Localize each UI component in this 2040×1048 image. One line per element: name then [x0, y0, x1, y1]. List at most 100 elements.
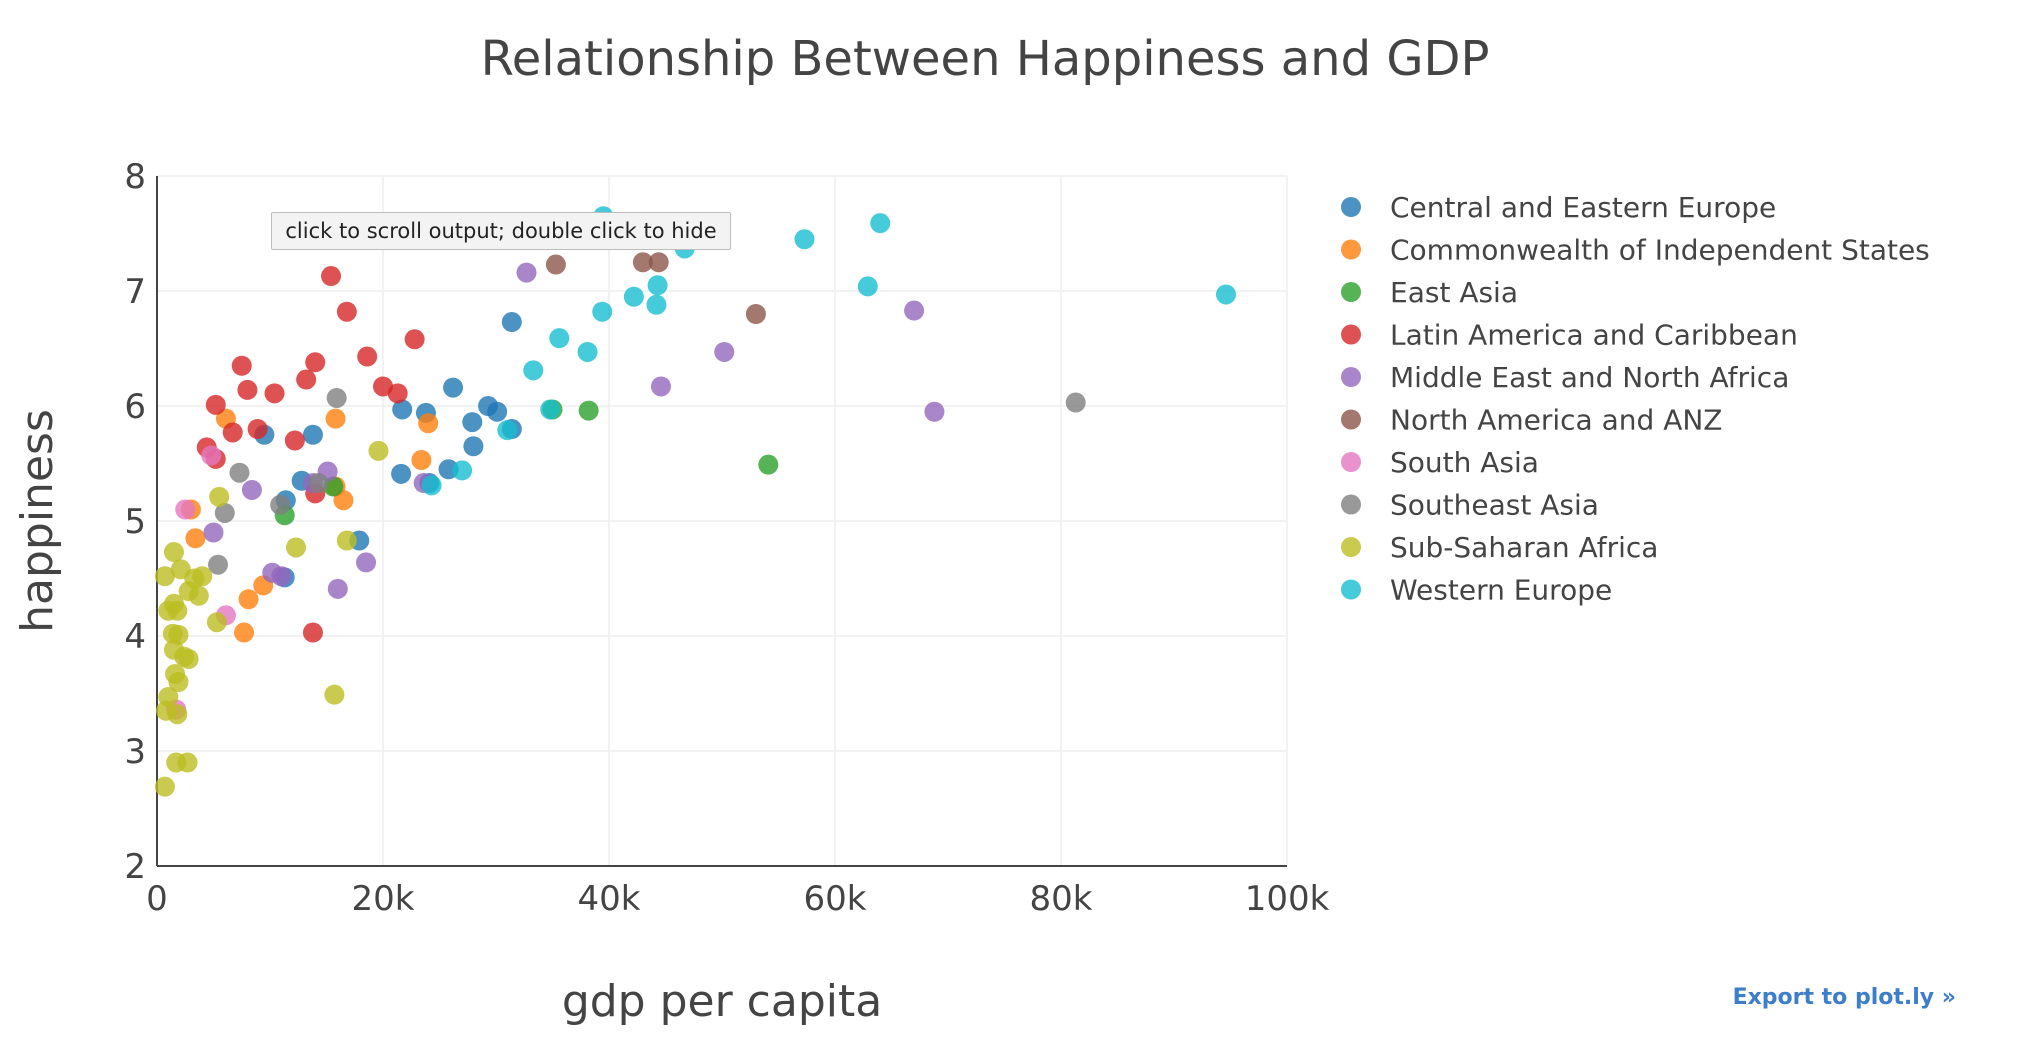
data-point[interactable]: [578, 400, 599, 421]
data-point[interactable]: [392, 399, 413, 420]
legend-label[interactable]: Commonwealth of Independent States: [1390, 234, 1930, 267]
legend-label[interactable]: Middle East and North Africa: [1390, 361, 1789, 394]
data-point[interactable]: [238, 589, 259, 610]
data-point[interactable]: [758, 454, 779, 475]
data-point[interactable]: [745, 304, 766, 324]
legend-label[interactable]: Latin America and Caribbean: [1390, 319, 1798, 352]
legend-marker[interactable]: [1341, 324, 1361, 345]
data-point[interactable]: [178, 581, 199, 602]
legend-marker[interactable]: [1341, 409, 1361, 430]
data-point[interactable]: [302, 622, 323, 643]
data-point[interactable]: [904, 300, 925, 321]
data-point[interactable]: [368, 440, 389, 461]
data-point[interactable]: [326, 387, 347, 408]
data-point[interactable]: [632, 252, 653, 273]
data-point[interactable]: [857, 276, 878, 297]
data-point[interactable]: [177, 752, 198, 773]
data-point[interactable]: [192, 566, 213, 587]
legend-marker[interactable]: [1341, 239, 1361, 260]
data-point[interactable]: [623, 286, 644, 307]
data-point[interactable]: [870, 213, 891, 234]
legend-label[interactable]: Central and Eastern Europe: [1390, 191, 1776, 224]
data-point[interactable]: [545, 254, 566, 275]
data-point[interactable]: [411, 450, 432, 471]
data-point[interactable]: [336, 530, 357, 551]
data-point[interactable]: [308, 473, 329, 494]
data-point[interactable]: [577, 341, 598, 362]
data-point[interactable]: [206, 612, 227, 633]
data-point[interactable]: [650, 376, 671, 397]
data-point[interactable]: [647, 275, 668, 296]
legend-label[interactable]: South Asia: [1390, 446, 1539, 479]
data-point[interactable]: [296, 369, 317, 390]
data-point[interactable]: [452, 460, 473, 481]
data-point[interactable]: [336, 301, 357, 322]
data-point[interactable]: [178, 649, 199, 669]
legend-marker[interactable]: [1341, 494, 1361, 515]
data-point[interactable]: [327, 578, 348, 599]
data-point[interactable]: [231, 355, 252, 376]
data-point[interactable]: [421, 475, 442, 496]
data-point[interactable]: [203, 522, 224, 543]
data-point[interactable]: [463, 436, 484, 457]
data-point[interactable]: [325, 408, 346, 429]
data-point[interactable]: [154, 776, 175, 797]
data-point[interactable]: [270, 494, 291, 515]
data-point[interactable]: [205, 394, 226, 415]
data-point[interactable]: [284, 430, 305, 451]
data-point[interactable]: [924, 401, 945, 422]
data-point[interactable]: [163, 542, 184, 563]
legend-label[interactable]: Sub-Saharan Africa: [1390, 531, 1658, 564]
data-point[interactable]: [487, 401, 508, 422]
data-point[interactable]: [387, 383, 408, 404]
data-point[interactable]: [247, 419, 268, 439]
data-points[interactable]: [154, 206, 1236, 797]
legend-label[interactable]: Western Europe: [1390, 574, 1612, 607]
data-point[interactable]: [201, 445, 222, 466]
data-point[interactable]: [285, 537, 306, 558]
data-point[interactable]: [214, 502, 235, 523]
data-point[interactable]: [333, 490, 354, 511]
data-point[interactable]: [356, 552, 377, 573]
export-to-plotly-link[interactable]: Export to plot.ly »: [1732, 985, 1956, 1010]
data-point[interactable]: [443, 377, 464, 398]
data-point[interactable]: [234, 622, 255, 643]
data-point[interactable]: [1065, 392, 1086, 413]
legend-marker[interactable]: [1341, 197, 1361, 217]
data-point[interactable]: [540, 399, 561, 420]
data-point[interactable]: [229, 462, 250, 483]
legend-marker[interactable]: [1341, 452, 1361, 472]
legend-label[interactable]: North America and ANZ: [1390, 404, 1722, 437]
scroll-output-tooltip[interactable]: click to scroll output; double click to …: [271, 212, 731, 250]
data-point[interactable]: [462, 412, 483, 433]
legend[interactable]: Central and Eastern Europe Commonwealth o…: [1341, 191, 1930, 607]
data-point[interactable]: [321, 266, 342, 287]
data-point[interactable]: [497, 420, 518, 441]
data-point[interactable]: [418, 413, 439, 434]
data-point[interactable]: [241, 479, 262, 500]
data-point[interactable]: [305, 352, 326, 373]
data-point[interactable]: [357, 346, 378, 367]
legend-marker[interactable]: [1341, 282, 1361, 302]
legend-label[interactable]: Southeast Asia: [1390, 489, 1599, 522]
data-point[interactable]: [391, 463, 412, 484]
legend-marker[interactable]: [1341, 579, 1361, 600]
data-point[interactable]: [167, 600, 188, 621]
data-point[interactable]: [1215, 284, 1236, 305]
data-point[interactable]: [185, 528, 206, 549]
data-point[interactable]: [646, 294, 667, 315]
data-point[interactable]: [404, 329, 425, 350]
data-point[interactable]: [549, 328, 570, 349]
data-point[interactable]: [501, 312, 522, 333]
data-point[interactable]: [208, 554, 229, 575]
data-point[interactable]: [154, 566, 175, 587]
data-point[interactable]: [264, 383, 285, 404]
data-point[interactable]: [209, 486, 230, 507]
legend-marker[interactable]: [1341, 367, 1361, 387]
data-point[interactable]: [167, 704, 188, 725]
legend-marker[interactable]: [1341, 537, 1361, 557]
data-point[interactable]: [237, 379, 258, 400]
legend-label[interactable]: East Asia: [1390, 276, 1518, 309]
data-point[interactable]: [168, 672, 189, 692]
data-point[interactable]: [516, 262, 537, 283]
